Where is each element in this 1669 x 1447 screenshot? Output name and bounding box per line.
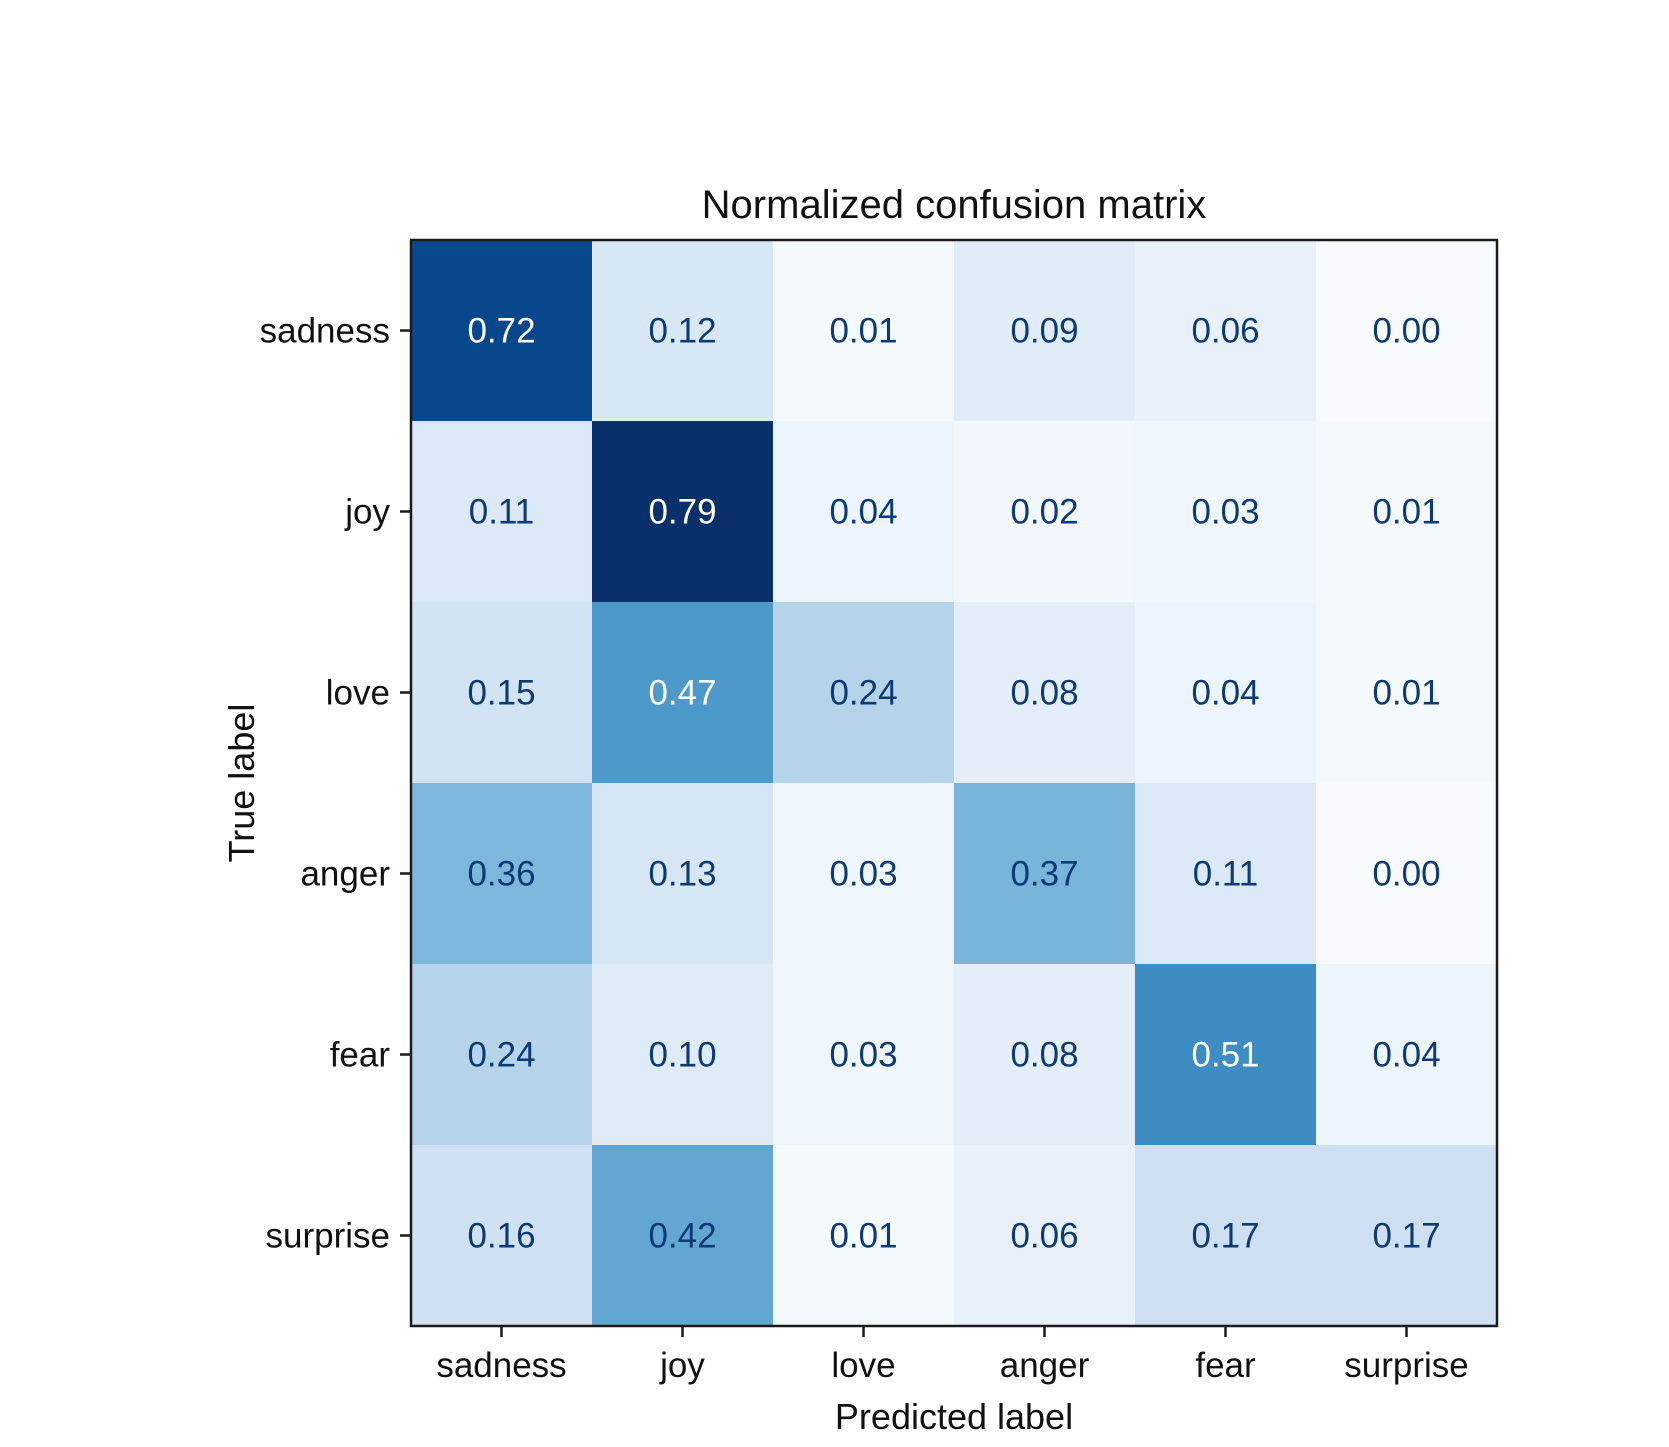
cell-value-label: 0.79 bbox=[648, 493, 716, 532]
x-tick-label: fear bbox=[1195, 1346, 1256, 1385]
heatmap-cell bbox=[411, 783, 593, 965]
heatmap-cell bbox=[773, 421, 955, 603]
heatmap-cell bbox=[954, 602, 1136, 784]
x-tick-label: surprise bbox=[1344, 1346, 1468, 1385]
x-tick-label: sadness bbox=[436, 1346, 566, 1385]
heatmap-cell bbox=[773, 240, 955, 422]
cell-value-label: 0.11 bbox=[469, 493, 535, 532]
heatmap-cell bbox=[954, 964, 1136, 1146]
y-tick-label: anger bbox=[300, 855, 390, 894]
cell-value-label: 0.08 bbox=[1010, 1036, 1078, 1075]
y-axis-label: True label bbox=[221, 704, 262, 863]
heatmap-cell bbox=[1316, 964, 1498, 1146]
cell-value-label: 0.01 bbox=[1372, 493, 1440, 532]
cell-value-label: 0.03 bbox=[829, 855, 897, 894]
cell-value-label: 0.01 bbox=[829, 1217, 897, 1256]
cell-value-label: 0.11 bbox=[1193, 855, 1259, 894]
y-tick-label: surprise bbox=[266, 1217, 390, 1256]
cell-value-label: 0.47 bbox=[648, 674, 716, 713]
heatmap-cell bbox=[773, 964, 955, 1146]
y-tick-label: fear bbox=[330, 1036, 391, 1075]
cell-value-label: 0.42 bbox=[648, 1217, 716, 1256]
y-tick-label: joy bbox=[344, 493, 390, 532]
cell-value-label: 0.03 bbox=[829, 1036, 897, 1075]
heatmap-cell bbox=[592, 602, 774, 784]
cell-value-label: 0.36 bbox=[467, 855, 535, 894]
x-tick-label: anger bbox=[1000, 1346, 1090, 1385]
heatmap-cell bbox=[592, 964, 774, 1146]
x-axis-ticks: sadness joy love anger fear surprise bbox=[436, 1326, 1469, 1385]
heatmap-cell bbox=[411, 240, 593, 422]
y-axis-ticks: sadness joy love anger fear surprise bbox=[260, 312, 411, 1256]
heatmap-cell bbox=[1135, 964, 1317, 1146]
heatmap-cell bbox=[1316, 602, 1498, 784]
cell-value-label: 0.00 bbox=[1372, 855, 1440, 894]
cell-value-label: 0.02 bbox=[1010, 493, 1078, 532]
cell-value-label: 0.01 bbox=[1372, 674, 1440, 713]
heatmap-cell bbox=[773, 602, 955, 784]
heatmap-cell bbox=[773, 783, 955, 965]
y-tick-label: love bbox=[326, 674, 390, 713]
cell-value-label: 0.10 bbox=[648, 1036, 716, 1075]
cell-value-label: 0.04 bbox=[1191, 674, 1259, 713]
heatmap-cell bbox=[592, 783, 774, 965]
cell-value-label: 0.03 bbox=[1191, 493, 1259, 532]
cell-value-label: 0.00 bbox=[1372, 312, 1440, 351]
heatmap-cell bbox=[592, 421, 774, 603]
heatmap-cell bbox=[411, 421, 593, 603]
cell-value-label: 0.06 bbox=[1191, 312, 1259, 351]
cell-value-label: 0.08 bbox=[1010, 674, 1078, 713]
heatmap-cell bbox=[1135, 783, 1317, 965]
cell-value-label: 0.24 bbox=[467, 1036, 535, 1075]
cell-value-label: 0.51 bbox=[1191, 1036, 1259, 1075]
cell-value-label: 0.72 bbox=[467, 312, 535, 351]
cell-value-label: 0.15 bbox=[467, 674, 535, 713]
y-tick-label: sadness bbox=[260, 312, 390, 351]
x-tick-label: love bbox=[831, 1346, 895, 1385]
heatmap-cell bbox=[954, 783, 1136, 965]
heatmap-cell bbox=[954, 240, 1136, 422]
cell-value-label: 0.01 bbox=[829, 312, 897, 351]
cell-value-label: 0.04 bbox=[1372, 1036, 1440, 1075]
heatmap-cell bbox=[1135, 1145, 1317, 1327]
heatmap-cell bbox=[1135, 602, 1317, 784]
cell-value-label: 0.37 bbox=[1010, 855, 1078, 894]
cell-value-labels: 0.72 0.12 0.01 0.09 0.06 0.00 0.11 0.79 0.04 0.02… bbox=[467, 312, 1440, 1256]
x-tick-label: joy bbox=[659, 1346, 705, 1385]
cell-value-label: 0.16 bbox=[467, 1217, 535, 1256]
heatmap-cell bbox=[411, 1145, 593, 1327]
heatmap-cell bbox=[592, 240, 774, 422]
x-axis-label: Predicted label bbox=[835, 1396, 1073, 1437]
heatmap-cell bbox=[411, 602, 593, 784]
heatmap-cell bbox=[1316, 240, 1498, 422]
heatmap-cell bbox=[1135, 240, 1317, 422]
cell-value-label: 0.24 bbox=[829, 674, 897, 713]
heatmap-cell bbox=[411, 964, 593, 1146]
cell-value-label: 0.13 bbox=[648, 855, 716, 894]
chart-title: Normalized confusion matrix bbox=[702, 183, 1207, 227]
heatmap-cell bbox=[954, 421, 1136, 603]
heatmap-cell bbox=[1316, 1145, 1498, 1327]
cell-value-label: 0.04 bbox=[829, 493, 897, 532]
heatmap-cell bbox=[1135, 421, 1317, 603]
heatmap-cell bbox=[773, 1145, 955, 1327]
cell-value-label: 0.17 bbox=[1372, 1217, 1440, 1256]
cell-value-label: 0.09 bbox=[1010, 312, 1078, 351]
heatmap-cells bbox=[411, 240, 1498, 1327]
heatmap-cell bbox=[592, 1145, 774, 1327]
heatmap-cell bbox=[954, 1145, 1136, 1327]
heatmap-cell bbox=[1316, 421, 1498, 603]
cell-value-label: 0.12 bbox=[648, 312, 716, 351]
cell-value-label: 0.06 bbox=[1010, 1217, 1078, 1256]
plot-frame bbox=[409, 238, 1499, 1328]
heatmap-cell bbox=[1316, 783, 1498, 965]
cell-value-label: 0.17 bbox=[1191, 1217, 1259, 1256]
